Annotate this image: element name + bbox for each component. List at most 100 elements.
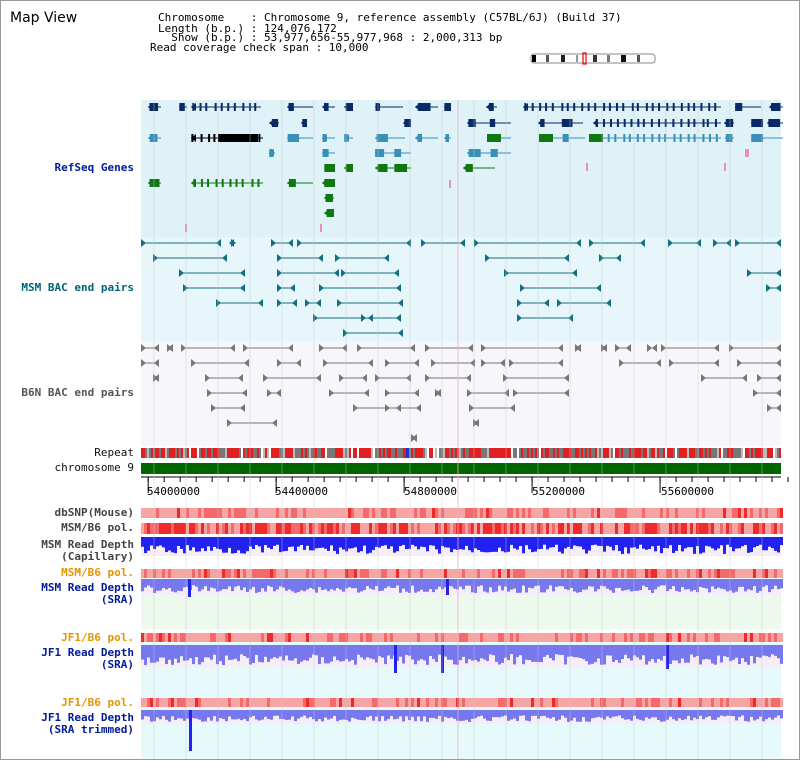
msm-capillary-depth-bin [171, 537, 174, 553]
b6n-bac-end-pairs-track[interactable] [141, 341, 781, 446]
refseq-gene-exon [680, 119, 683, 127]
track-label-jf1-depth-trimmed[interactable]: JF1 Read Depth (SRA trimmed) [41, 711, 134, 736]
track-label-repeat[interactable]: Repeat [94, 446, 134, 459]
msm-bac-end-pairs-track[interactable] [141, 237, 781, 341]
repeat-track[interactable] [141, 448, 781, 458]
msm-b6-pol-sra-bin [234, 569, 237, 578]
jf1-trimmed-depth-bin [603, 710, 606, 720]
msm-b6-pol-sra-bin [186, 569, 189, 578]
repeat-element [283, 448, 285, 458]
msm-sra-depth-bin [714, 579, 717, 590]
msm-capillary-depth-bin [732, 537, 735, 552]
msm-b6-pol-bin [345, 523, 348, 534]
jf1-sra-depth-bin [357, 645, 360, 655]
refseq-gene-strand-arrow [324, 164, 329, 172]
repeat-element [393, 448, 395, 458]
msm-capillary-depth-bin [576, 537, 579, 547]
jf1-sra-depth-bin [657, 645, 660, 659]
jf1-b6-pol-trim-bin [666, 698, 669, 707]
jf1-b6-pol-trim-bin [168, 698, 171, 707]
msm-sra-depth-bin [291, 579, 294, 592]
msm-capillary-depth-bin [441, 537, 444, 547]
msm-b6-pol-bin [510, 523, 513, 534]
track-label-msm-b6-pol-sra[interactable]: MSM/B6 pol. [61, 566, 134, 579]
jf1-b6-pol-bin [747, 633, 750, 642]
msm-b6-pol-sra-bin [669, 569, 672, 578]
jf1-b6-pol-bin [540, 633, 543, 642]
refseq-gene-exon [214, 103, 217, 111]
msm-b6-pol-bin [771, 523, 774, 534]
chromosome-ideogram[interactable] [530, 52, 656, 65]
msm-b6-pol-bin [471, 523, 474, 534]
jf1-b6-pol-bin [756, 633, 759, 642]
repeat-element [149, 448, 151, 458]
coverage-tracks[interactable] [141, 505, 783, 759]
dbsnp-bin [528, 508, 531, 518]
msm-b6-pol-bin [726, 523, 729, 534]
repeat-element [379, 448, 381, 458]
jf1-b6-pol-bin [543, 633, 546, 642]
jf1-b6-pol-bin [141, 633, 144, 642]
track-label-msm-bac[interactable]: MSM BAC end pairs [21, 281, 134, 294]
msm-capillary-depth-bin [450, 537, 453, 553]
track-label-msm-depth-sra[interactable]: MSM Read Depth (SRA) [41, 581, 134, 606]
jf1-b6-pol-trim-bin [357, 698, 360, 707]
msm-capillary-depth-bin [609, 537, 612, 547]
msm-capillary-depth-bin [519, 537, 522, 547]
b6n-bac-pair-end [513, 389, 518, 397]
dbsnp-bin [165, 508, 168, 518]
jf1-sra-depth-bin [327, 645, 330, 664]
msm-capillary-depth-bin [411, 537, 414, 545]
msm-sra-depth-bin [582, 579, 585, 590]
track-label-msm-b6-pol[interactable]: MSM/B6 pol. [61, 521, 134, 534]
jf1-b6-pol-bin [717, 633, 720, 642]
msm-b6-pol-bin [381, 523, 384, 534]
jf1-b6-pol-trim-bin [618, 698, 621, 707]
jf1-trimmed-depth-bin [711, 710, 714, 720]
refseq-genes-track[interactable] [141, 100, 783, 237]
jf1-b6-pol-bin [312, 633, 315, 642]
repeat-element [463, 448, 465, 458]
repeat-element [621, 448, 623, 458]
jf1-sra-depth-bin [144, 645, 147, 665]
msm-sra-depth-bin [171, 579, 174, 592]
repeat-element [189, 448, 191, 458]
dbsnp-bin [393, 508, 396, 518]
jf1-sra-depth-bin [747, 645, 750, 665]
msm-b6-pol-bin [768, 523, 771, 534]
refseq-gene-exon [561, 103, 564, 111]
track-label-jf1-b6-pol[interactable]: JF1/B6 pol. [61, 631, 134, 644]
msm-b6-pol-bin [246, 523, 249, 534]
msm-b6-pol-bin [579, 523, 582, 534]
jf1-sra-depth-bin [252, 645, 255, 664]
jf1-trimmed-depth-bin [483, 710, 486, 719]
msm-b6-pol-bin [390, 523, 393, 534]
track-label-msm-depth-capillary[interactable]: MSM Read Depth (Capillary) [41, 538, 134, 563]
jf1-b6-pol-trim-bin [726, 698, 729, 707]
repeat-element [647, 448, 649, 458]
track-label-refseq-genes[interactable]: RefSeq Genes [54, 161, 134, 174]
jf1-b6-pol-trim-bin [780, 698, 783, 707]
dbsnp-bin [279, 508, 282, 518]
track-label-jf1-b6-pol-trim[interactable]: JF1/B6 pol. [61, 696, 134, 709]
msm-b6-pol-sra-bin [453, 569, 456, 578]
msm-bac-pair-end [557, 299, 562, 307]
track-label-b6n-bac[interactable]: B6N BAC end pairs [21, 386, 134, 399]
msm-sra-depth-bin [177, 579, 180, 591]
track-label-dbsnp[interactable]: dbSNP(Mouse) [54, 506, 134, 519]
msm-b6-pol-bin [678, 523, 681, 534]
jf1-b6-pol-bin [561, 633, 564, 642]
jf1-trimmed-depth-bin [363, 710, 366, 721]
msm-b6-pol-bin [240, 523, 243, 534]
jf1-sra-depth-bin [603, 645, 606, 665]
msm-sra-depth-bin [261, 579, 264, 589]
msm-b6-pol-bin [711, 523, 714, 534]
msm-sra-depth-bin [324, 579, 327, 590]
msm-bac-pair-end [341, 269, 346, 277]
repeat-element [739, 448, 741, 458]
jf1-trimmed-depth-bin [246, 710, 249, 722]
track-label-jf1-depth-sra[interactable]: JF1 Read Depth (SRA) [41, 646, 134, 671]
jf1-trimmed-depth-bin [294, 710, 297, 722]
msm-capillary-depth-bin [357, 537, 360, 553]
